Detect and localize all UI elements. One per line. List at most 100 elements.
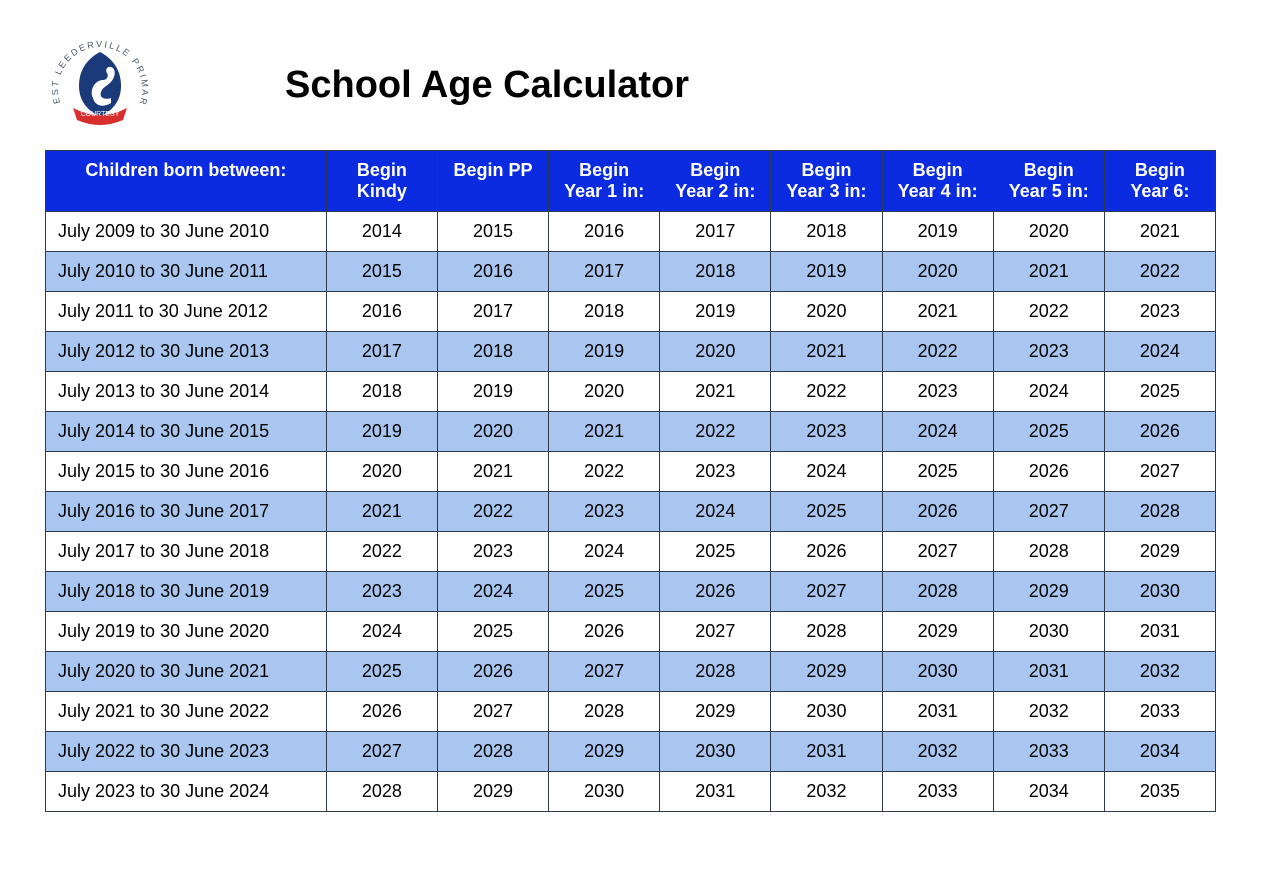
year-cell: 2024 bbox=[1104, 332, 1215, 372]
year-cell: 2015 bbox=[437, 212, 548, 252]
year-cell: 2022 bbox=[882, 332, 993, 372]
year-cell: 2031 bbox=[993, 652, 1104, 692]
year-cell: 2025 bbox=[882, 452, 993, 492]
year-cell: 2025 bbox=[993, 412, 1104, 452]
year-cell: 2028 bbox=[771, 612, 882, 652]
year-cell: 2030 bbox=[549, 772, 660, 812]
year-cell: 2019 bbox=[549, 332, 660, 372]
table-row: July 2023 to 30 June 2024202820292030203… bbox=[46, 772, 1216, 812]
year-cell: 2021 bbox=[660, 372, 771, 412]
year-cell: 2025 bbox=[1104, 372, 1215, 412]
year-cell: 2027 bbox=[549, 652, 660, 692]
year-cell: 2027 bbox=[1104, 452, 1215, 492]
year-cell: 2032 bbox=[993, 692, 1104, 732]
year-cell: 2020 bbox=[882, 252, 993, 292]
year-cell: 2026 bbox=[549, 612, 660, 652]
table-row: July 2018 to 30 June 2019202320242025202… bbox=[46, 572, 1216, 612]
table-body: July 2009 to 30 June 2010201420152016201… bbox=[46, 212, 1216, 812]
table-row: July 2015 to 30 June 2016202020212022202… bbox=[46, 452, 1216, 492]
birth-range-cell: July 2021 to 30 June 2022 bbox=[46, 692, 327, 732]
year-cell: 2021 bbox=[1104, 212, 1215, 252]
year-cell: 2022 bbox=[549, 452, 660, 492]
year-cell: 2024 bbox=[549, 532, 660, 572]
birth-range-cell: July 2015 to 30 June 2016 bbox=[46, 452, 327, 492]
year-cell: 2018 bbox=[771, 212, 882, 252]
year-cell: 2027 bbox=[437, 692, 548, 732]
year-cell: 2030 bbox=[882, 652, 993, 692]
year-cell: 2024 bbox=[437, 572, 548, 612]
table-row: July 2016 to 30 June 2017202120222023202… bbox=[46, 492, 1216, 532]
col-begin-pp: Begin PP bbox=[437, 151, 548, 212]
year-cell: 2016 bbox=[326, 292, 437, 332]
year-cell: 2017 bbox=[437, 292, 548, 332]
year-cell: 2030 bbox=[993, 612, 1104, 652]
year-cell: 2020 bbox=[437, 412, 548, 452]
year-cell: 2029 bbox=[660, 692, 771, 732]
year-cell: 2020 bbox=[660, 332, 771, 372]
year-cell: 2019 bbox=[771, 252, 882, 292]
year-cell: 2018 bbox=[660, 252, 771, 292]
table-row: July 2011 to 30 June 2012201620172018201… bbox=[46, 292, 1216, 332]
birth-range-cell: July 2014 to 30 June 2015 bbox=[46, 412, 327, 452]
col-begin-year-6: Begin Year 6: bbox=[1104, 151, 1215, 212]
year-cell: 2020 bbox=[771, 292, 882, 332]
year-cell: 2027 bbox=[660, 612, 771, 652]
year-cell: 2018 bbox=[326, 372, 437, 412]
year-cell: 2022 bbox=[1104, 252, 1215, 292]
header: WEST LEEDERVILLE PRIMARY COURTESY School… bbox=[45, 30, 1216, 140]
year-cell: 2025 bbox=[549, 572, 660, 612]
table-row: July 2010 to 30 June 2011201520162017201… bbox=[46, 252, 1216, 292]
year-cell: 2026 bbox=[882, 492, 993, 532]
year-cell: 2023 bbox=[1104, 292, 1215, 332]
year-cell: 2027 bbox=[993, 492, 1104, 532]
year-cell: 2029 bbox=[993, 572, 1104, 612]
year-cell: 2026 bbox=[326, 692, 437, 732]
birth-range-cell: July 2012 to 30 June 2013 bbox=[46, 332, 327, 372]
year-cell: 2021 bbox=[993, 252, 1104, 292]
col-begin-year-2: Begin Year 2 in: bbox=[660, 151, 771, 212]
birth-range-cell: July 2019 to 30 June 2020 bbox=[46, 612, 327, 652]
birth-range-cell: July 2011 to 30 June 2012 bbox=[46, 292, 327, 332]
year-cell: 2021 bbox=[882, 292, 993, 332]
birth-range-cell: July 2022 to 30 June 2023 bbox=[46, 732, 327, 772]
table-row: July 2013 to 30 June 2014201820192020202… bbox=[46, 372, 1216, 412]
year-cell: 2028 bbox=[549, 692, 660, 732]
year-cell: 2018 bbox=[549, 292, 660, 332]
table-row: July 2022 to 30 June 2023202720282029203… bbox=[46, 732, 1216, 772]
birth-range-cell: July 2010 to 30 June 2011 bbox=[46, 252, 327, 292]
year-cell: 2022 bbox=[660, 412, 771, 452]
logo-banner-text: COURTESY bbox=[81, 111, 120, 118]
year-cell: 2028 bbox=[882, 572, 993, 612]
year-cell: 2021 bbox=[771, 332, 882, 372]
year-cell: 2028 bbox=[993, 532, 1104, 572]
year-cell: 2027 bbox=[326, 732, 437, 772]
year-cell: 2017 bbox=[549, 252, 660, 292]
year-cell: 2027 bbox=[771, 572, 882, 612]
year-cell: 2017 bbox=[660, 212, 771, 252]
year-cell: 2033 bbox=[882, 772, 993, 812]
year-cell: 2033 bbox=[993, 732, 1104, 772]
year-cell: 2024 bbox=[882, 412, 993, 452]
year-cell: 2026 bbox=[993, 452, 1104, 492]
year-cell: 2027 bbox=[882, 532, 993, 572]
year-cell: 2029 bbox=[882, 612, 993, 652]
year-cell: 2030 bbox=[660, 732, 771, 772]
table-row: July 2019 to 30 June 2020202420252026202… bbox=[46, 612, 1216, 652]
table-row: July 2017 to 30 June 2018202220232024202… bbox=[46, 532, 1216, 572]
year-cell: 2026 bbox=[771, 532, 882, 572]
table-header-row: Children born between: Begin Kindy Begin… bbox=[46, 151, 1216, 212]
swan-icon: WEST LEEDERVILLE PRIMARY COURTESY bbox=[45, 30, 155, 140]
year-cell: 2018 bbox=[437, 332, 548, 372]
year-cell: 2029 bbox=[549, 732, 660, 772]
birth-range-cell: July 2017 to 30 June 2018 bbox=[46, 532, 327, 572]
year-cell: 2029 bbox=[437, 772, 548, 812]
year-cell: 2025 bbox=[660, 532, 771, 572]
col-begin-year-4: Begin Year 4 in: bbox=[882, 151, 993, 212]
table-row: July 2009 to 30 June 2010201420152016201… bbox=[46, 212, 1216, 252]
year-cell: 2024 bbox=[993, 372, 1104, 412]
year-cell: 2023 bbox=[882, 372, 993, 412]
school-logo: WEST LEEDERVILLE PRIMARY COURTESY bbox=[45, 30, 155, 140]
year-cell: 2026 bbox=[437, 652, 548, 692]
year-cell: 2021 bbox=[437, 452, 548, 492]
col-begin-year-1: Begin Year 1 in: bbox=[549, 151, 660, 212]
